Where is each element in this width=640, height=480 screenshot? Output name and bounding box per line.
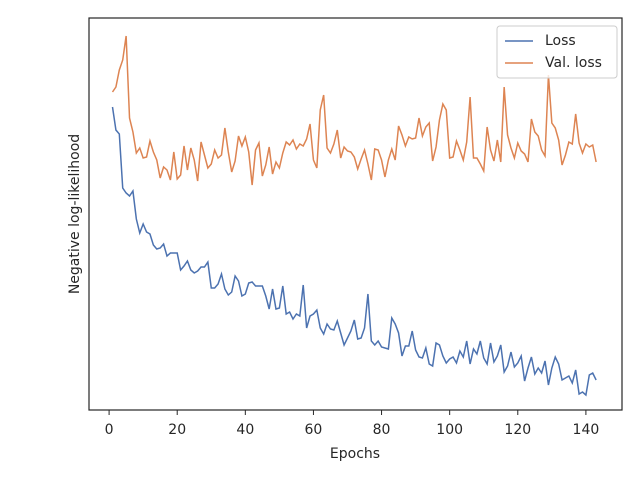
x-tick-label: 140 xyxy=(573,422,600,438)
x-tick-label: 20 xyxy=(168,422,186,438)
legend-label: Loss xyxy=(545,33,576,49)
x-axis-label: Epochs xyxy=(330,446,380,462)
x-tick-label: 40 xyxy=(236,422,254,438)
series-line xyxy=(111,35,597,186)
x-tick-label: 120 xyxy=(504,422,531,438)
x-tick-label: 80 xyxy=(373,422,391,438)
plot-frame xyxy=(88,17,623,411)
x-tick-label: 60 xyxy=(305,422,323,438)
y-axis-label: Negative log-likelihood xyxy=(67,134,83,294)
legend-box xyxy=(496,25,618,79)
legend-label: Val. loss xyxy=(545,55,602,71)
x-tick-label: 0 xyxy=(105,422,114,438)
x-tick-label: 100 xyxy=(436,422,463,438)
series-line xyxy=(111,106,597,397)
